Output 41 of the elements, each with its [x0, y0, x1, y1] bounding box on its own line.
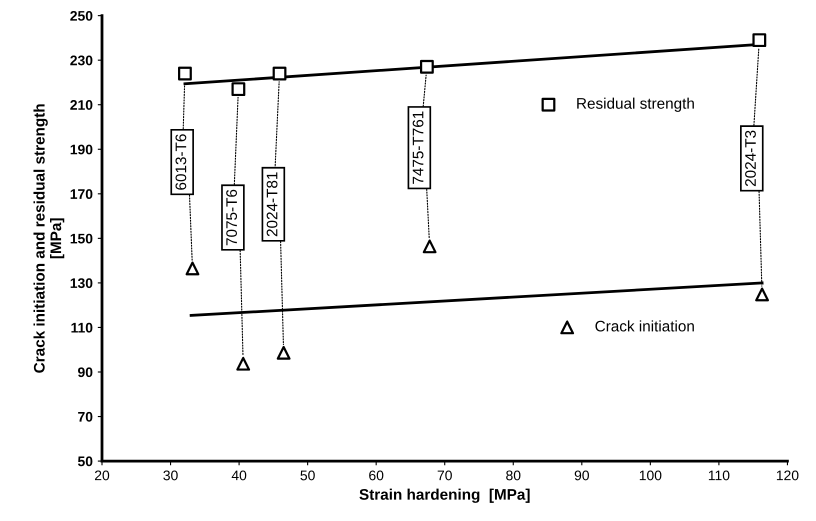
point [186, 262, 200, 276]
legend-label: Residual strength [577, 98, 694, 112]
x-tick-label: 100 [640, 470, 662, 480]
y-tick-label: 150 [70, 234, 92, 244]
point [236, 356, 250, 371]
point [231, 82, 246, 96]
y-tick-label: 90 [78, 367, 92, 378]
x-tick-label: 30 [163, 470, 178, 480]
x-tick-label: 90 [574, 470, 589, 480]
y-tick-label: 70 [78, 412, 92, 422]
y-tick-label: 170 [70, 189, 92, 199]
x-tick-label: 70 [438, 470, 452, 480]
y-tick-label: 130 [70, 278, 92, 288]
x-tick-label: 50 [300, 470, 315, 480]
x-tick-label: 40 [232, 470, 246, 480]
y-tick-label: 250 [70, 10, 92, 21]
annotation: 6013-T6 [175, 134, 186, 190]
annotation: 2024-T3 [745, 130, 756, 186]
y-tick-label: 110 [71, 322, 92, 333]
x-tick-label: 80 [506, 470, 520, 480]
point [752, 33, 766, 48]
point [755, 288, 769, 302]
point [178, 66, 192, 80]
point [272, 66, 286, 80]
y-axis-title: Crack initiation and residual strength [MPa] [33, 104, 64, 373]
y-tick-label: 230 [70, 56, 92, 66]
annotation: 7075-T6 [226, 190, 238, 246]
annotation: 7475-T761 [412, 112, 424, 184]
x-tick-label: 60 [369, 470, 384, 480]
y-tick-label: 50 [78, 456, 92, 466]
x-tick-label: 110 [708, 470, 730, 480]
y-tick-label: 210 [70, 100, 92, 110]
legend-label: Crack initiation [595, 320, 694, 332]
point [420, 60, 434, 74]
x-tick-label: 20 [94, 470, 110, 480]
annotation: 2024-T81 [266, 172, 278, 236]
point [276, 346, 291, 360]
point [422, 239, 437, 254]
x-axis-title: Strain hardening [MPa] [359, 488, 530, 503]
y-tick-label: 190 [70, 144, 92, 154]
x-tick-label: 120 [776, 470, 798, 480]
